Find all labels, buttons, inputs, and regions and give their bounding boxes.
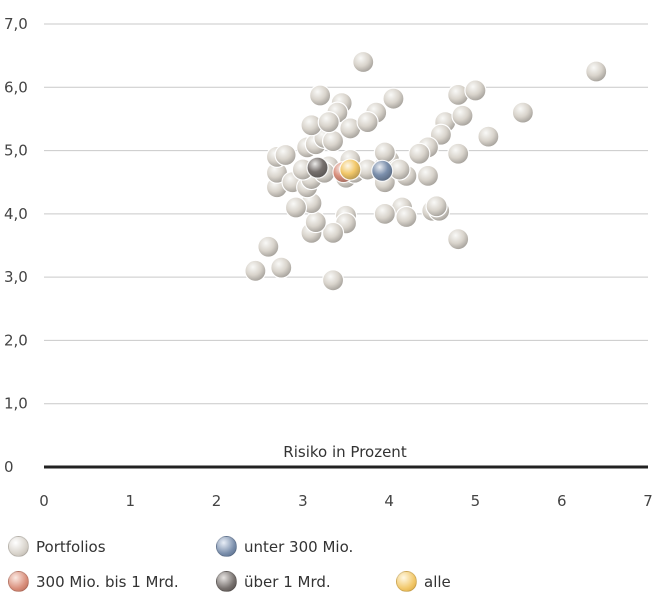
point-portfolios [451,104,474,127]
point-portfolios [270,256,293,279]
point-portfolios [425,195,448,218]
y-tick-label: 4,0 [4,205,28,223]
y-tick-label: 1,0 [4,395,28,413]
point-portfolios [257,235,280,258]
x-tick-label: 2 [212,492,222,510]
point-portfolios [321,269,345,292]
point-portfolios [464,79,487,102]
x-tick-label: 5 [471,492,481,510]
point-portfolios [317,110,340,134]
y-tick-label: 6,0 [4,78,28,96]
data-points [244,50,608,292]
point-portfolios [477,125,500,148]
point-über-1-mrd [306,156,329,179]
point-portfolios [447,228,470,251]
x-tick-label: 7 [643,492,653,510]
y-tick-label: 3,0 [4,268,28,286]
point-unter-300-mio [371,159,394,182]
point-portfolios [284,196,308,219]
x-tick-labels: 0 1 2 3 4 5 6 7 [39,492,653,510]
point-portfolios [304,210,327,234]
y-tick-label: 7,0 [4,15,28,33]
point-portfolios [356,110,379,134]
x-tick-label: 3 [298,492,308,510]
point-portfolios [416,164,440,187]
y-tick-label: 5,0 [4,142,28,160]
point-portfolios [408,142,431,165]
point-portfolios [447,142,470,165]
y-tick-label: 0 [4,458,14,476]
point-portfolios [244,259,267,282]
point-portfolios [321,129,345,153]
point-portfolios [585,60,608,83]
x-tick-label: 1 [126,492,136,510]
point-portfolios [373,202,396,225]
x-tick-label: 0 [39,492,49,510]
x-tick-label: 4 [384,492,394,510]
point-portfolios [395,205,418,229]
y-tick-label: 2,0 [4,331,28,349]
x-tick-label: 6 [557,492,567,510]
point-alle [339,158,362,181]
point-portfolios [309,84,332,107]
point-portfolios [511,101,534,124]
point-portfolios [382,87,405,110]
point-portfolios [274,143,297,167]
point-portfolios [352,50,375,74]
y-tick-labels: 0 1,0 2,0 3,0 4,0 5,0 6,0 7,0 [4,15,28,476]
x-axis-label: Risiko in Prozent [283,443,407,461]
point-portfolios [373,141,396,164]
